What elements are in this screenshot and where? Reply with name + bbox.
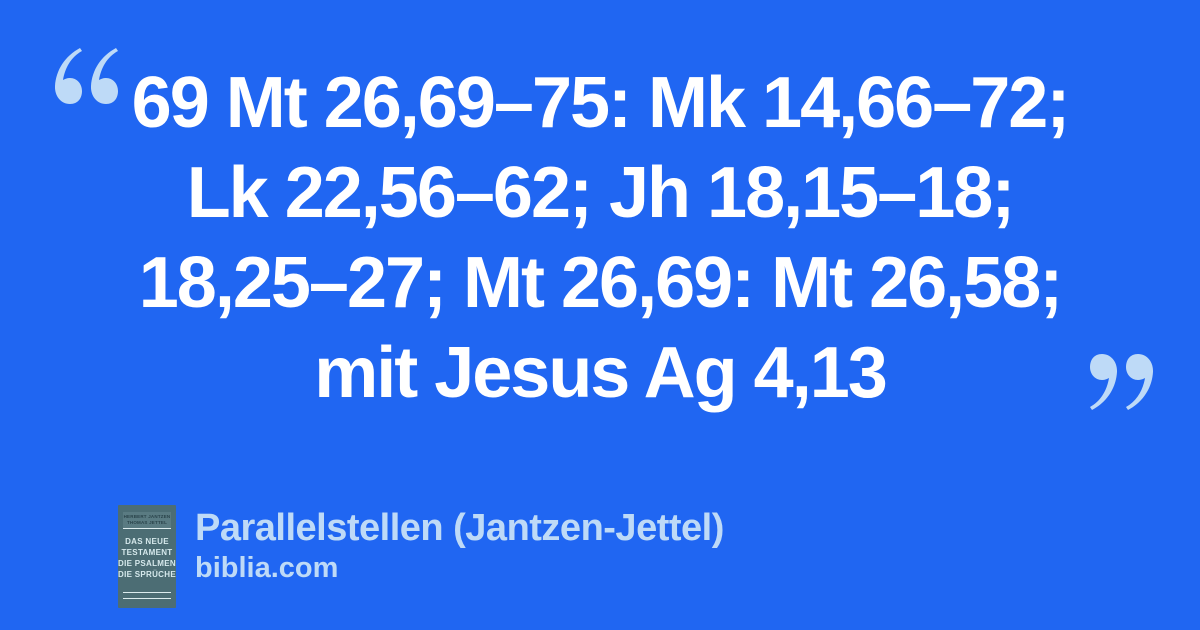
quote-text: 69 Mt 26,69–75: Mk 14,66–72; Lk 22,56–62… bbox=[60, 58, 1140, 418]
divider bbox=[123, 598, 171, 599]
close-quote-icon bbox=[1090, 354, 1154, 410]
divider bbox=[123, 592, 171, 593]
book-cover-author: THOMAS JETTEL bbox=[126, 519, 168, 525]
quote-line: 69 Mt 26,69–75: Mk 14,66–72; bbox=[131, 63, 1071, 143]
open-quote-icon bbox=[54, 48, 118, 104]
book-cover-title: DAS NEUE TESTAMENT DIE PSALMEN DIE SPRÜC… bbox=[118, 536, 176, 580]
book-cover-author: HERBERT JANTZEN bbox=[123, 514, 171, 519]
book-cover-title-line: DIE PSALMEN bbox=[118, 559, 176, 568]
site-name: biblia.com bbox=[195, 552, 339, 584]
footer: HERBERT JANTZEN THOMAS JETTEL DAS NEUE T… bbox=[118, 505, 724, 608]
source-meta: Parallelstellen (Jantzen-Jettel) biblia.… bbox=[195, 505, 724, 585]
book-cover-bottom-rules bbox=[123, 592, 171, 604]
book-cover-title-line: DAS NEUE bbox=[125, 537, 169, 546]
quote-line: mit Jesus Ag 4,13 bbox=[314, 333, 888, 413]
book-cover: HERBERT JANTZEN THOMAS JETTEL DAS NEUE T… bbox=[118, 505, 176, 608]
quote-line: 18,25–27; Mt 26,69: Mt 26,58; bbox=[138, 243, 1064, 323]
book-cover-title-line: DIE SPRÜCHE bbox=[118, 570, 176, 579]
book-cover-title-line: TESTAMENT bbox=[121, 548, 173, 557]
book-cover-authors: HERBERT JANTZEN THOMAS JETTEL bbox=[123, 512, 171, 529]
quote-line: Lk 22,56–62; Jh 18,15–18; bbox=[186, 153, 1016, 233]
source-title: Parallelstellen (Jantzen-Jettel) bbox=[195, 507, 724, 549]
